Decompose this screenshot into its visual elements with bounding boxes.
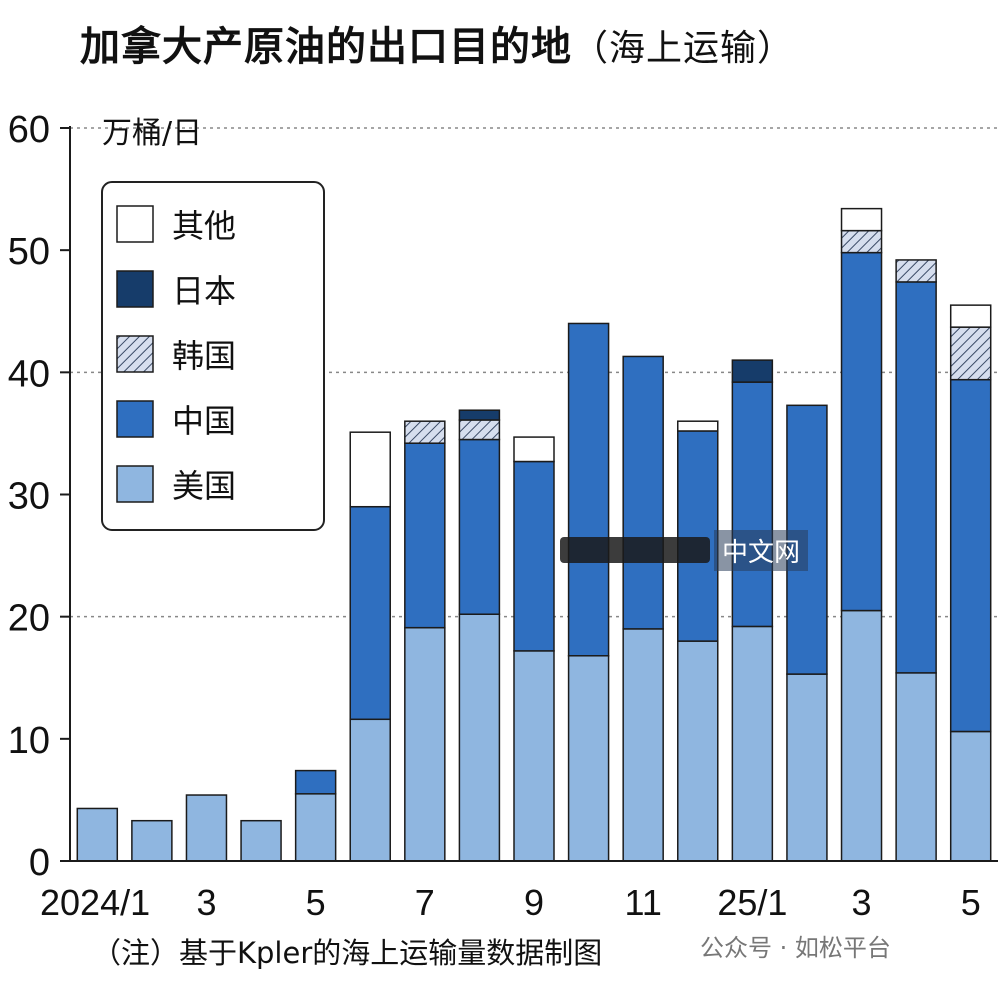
- axis-layer: 0 10 20 30 40 50 60 万桶/日 2024/1 3 5 7 9 11 25/1 3 5: [8, 109, 998, 923]
- bar-segment-16-series-2: [949, 326, 992, 381]
- bar-segment-10-series-1: [622, 355, 664, 630]
- bar-segment-15-series-2: [895, 259, 937, 283]
- watermark-logo-icon: [560, 537, 710, 563]
- x-tick-label-2: 3: [196, 882, 216, 923]
- x-tick-label-4: 5: [306, 882, 326, 923]
- bar-segment-13-series-0: [786, 673, 828, 862]
- legend-label-1: 日本: [172, 272, 236, 310]
- y-tick-label-10: 10: [8, 720, 50, 762]
- legend-box: [101, 181, 325, 531]
- bar-segment-15-series-1: [895, 281, 937, 674]
- bar-segment-7-series-1: [458, 438, 501, 615]
- bar-segment-16-series-1: [949, 378, 992, 733]
- bar-segment-11-series-4: [677, 420, 719, 432]
- x-tick-label-6: 7: [415, 882, 435, 923]
- legend-label-2: 韩国: [172, 337, 236, 375]
- y-tick-label-30: 30: [8, 476, 50, 518]
- bar-segment-14-series-2: [840, 229, 883, 254]
- bar-segment-0-series-0: [76, 807, 119, 862]
- bar-segment-10-series-0: [622, 628, 664, 862]
- bar-segment-14-series-1: [840, 251, 883, 612]
- y-tick-label-60: 60: [8, 109, 50, 151]
- x-tick-label-16: 5: [961, 882, 981, 923]
- watermark-mid: 中文网: [560, 529, 809, 571]
- bar-segment-5-series-0: [349, 718, 391, 862]
- x-tick-label-12: 25/1: [717, 882, 787, 923]
- bar-segment-3-series-0: [240, 819, 282, 862]
- legend-label-0: 其他: [172, 207, 236, 245]
- bar-segment-16-series-4: [949, 304, 992, 328]
- chart-title: 加拿大产原油的出口目的地（海上运输）: [80, 14, 794, 72]
- legend-label-3: 中国: [172, 402, 236, 440]
- watermark-bottom: 公众号 · 如松平台: [700, 934, 891, 962]
- bar-segment-12-series-3: [731, 359, 774, 383]
- bar-segment-12-series-1: [731, 381, 774, 628]
- bar-segment-7-series-2: [458, 419, 501, 441]
- bar-segment-15-series-0: [895, 672, 937, 862]
- chart-title-sub: （海上运输）: [572, 28, 795, 69]
- x-tick-label-14: 3: [852, 882, 872, 923]
- bar-segment-14-series-4: [840, 207, 883, 232]
- x-tick-label-10: 11: [624, 882, 661, 923]
- bar-segment-9-series-1: [567, 322, 610, 657]
- y-tick-label-20: 20: [8, 598, 50, 640]
- y-tick-label-0: 0: [29, 842, 50, 884]
- legend-label-4: 美国: [172, 467, 236, 505]
- legend-swatch-2: [116, 335, 154, 373]
- bar-segment-7-series-0: [458, 613, 501, 862]
- bar-segment-5-series-4: [349, 431, 391, 508]
- bar-segment-8-series-1: [513, 460, 555, 652]
- legend-swatch-3: [116, 400, 154, 438]
- bar-segment-14-series-0: [840, 609, 883, 862]
- legend-swatch-1: [116, 270, 154, 308]
- bar-segment-4-series-1: [294, 769, 337, 795]
- bar-segment-6-series-1: [404, 442, 446, 629]
- x-tick-label-8: 9: [524, 882, 544, 923]
- y-tick-label-50: 50: [8, 231, 50, 273]
- bar-segment-7-series-3: [458, 409, 501, 421]
- bar-segment-6-series-0: [404, 626, 446, 862]
- bar-segment-2-series-0: [185, 794, 228, 862]
- chart-note: （注）基于Kpler的海上运输量数据制图: [92, 936, 603, 970]
- bars-layer: [76, 207, 992, 862]
- bar-segment-1-series-0: [131, 819, 173, 862]
- bar-segment-6-series-2: [404, 420, 446, 444]
- bar-segment-16-series-0: [949, 730, 992, 862]
- y-unit-label: 万桶/日: [102, 116, 202, 151]
- y-tick-label-40: 40: [8, 353, 50, 395]
- bar-segment-5-series-1: [349, 505, 391, 721]
- bar-segment-8-series-0: [513, 650, 555, 862]
- chart-title-main: 加拿大产原油的出口目的地: [80, 24, 572, 70]
- bar-segment-8-series-4: [513, 436, 555, 463]
- bar-segment-12-series-0: [731, 625, 774, 862]
- bar-segment-4-series-0: [294, 793, 337, 862]
- bar-segment-11-series-0: [677, 640, 719, 862]
- legend-swatch-0: [116, 205, 154, 243]
- legend-swatch-4: [116, 465, 154, 503]
- watermark-mid-text: 中文网: [714, 529, 809, 571]
- bar-segment-9-series-0: [567, 655, 610, 862]
- x-tick-label-0: 2024/1: [40, 882, 150, 923]
